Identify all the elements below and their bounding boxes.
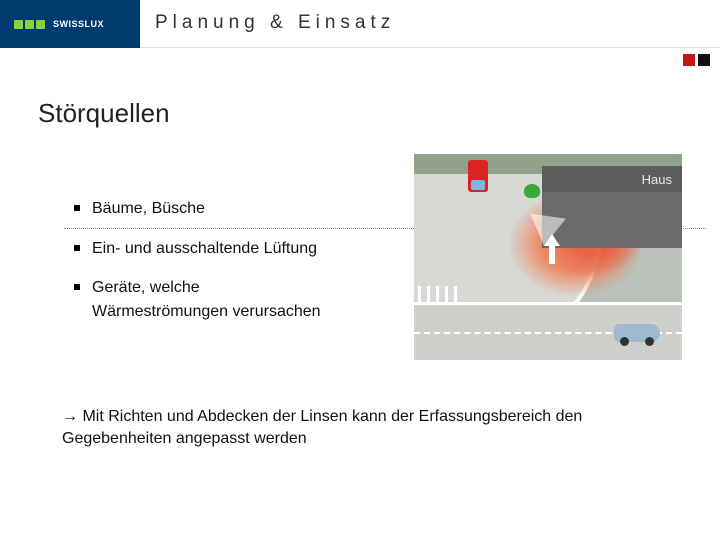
arrow-up-icon bbox=[544, 234, 560, 264]
bullet-item: Ein- und ausschaltende Lüftung bbox=[74, 238, 404, 260]
house-label-box: Haus bbox=[542, 166, 682, 192]
bullet-continuation: Wärmeströmungen verursachen bbox=[92, 301, 404, 323]
house-label: Haus bbox=[642, 172, 672, 187]
logo-dots-icon bbox=[14, 20, 45, 29]
page-title: Planung & Einsatz bbox=[155, 12, 395, 34]
bullet-item: Geräte, welche Wärmeströmungen verursach… bbox=[74, 277, 404, 322]
brand-name: SWISSLUX bbox=[53, 19, 104, 29]
accent-square-black bbox=[698, 54, 710, 66]
bullet-text: Bäume, Büsche bbox=[92, 200, 205, 217]
grey-car-icon bbox=[614, 324, 660, 342]
brand-accent-squares bbox=[683, 54, 710, 66]
illustration: Haus bbox=[414, 154, 682, 360]
footnote: → Mit Richten und Abdecken der Linsen ka… bbox=[62, 406, 680, 449]
section-heading: Störquellen bbox=[38, 98, 170, 129]
tree-icon bbox=[524, 184, 540, 198]
bullet-list: Bäume, Büsche Ein- und ausschaltende Lüf… bbox=[74, 198, 404, 340]
red-car-icon bbox=[468, 160, 488, 192]
footnote-text: Mit Richten und Abdecken der Linsen kann… bbox=[62, 408, 582, 447]
bullet-text: Ein- und ausschaltende Lüftung bbox=[92, 240, 317, 257]
parking-lines bbox=[418, 286, 468, 304]
bullet-text: Geräte, welche bbox=[92, 279, 200, 296]
arrow-icon: → bbox=[62, 408, 78, 425]
accent-square-red bbox=[683, 54, 695, 66]
brand-logo: SWISSLUX bbox=[0, 0, 140, 48]
top-bar: SWISSLUX Planung & Einsatz bbox=[0, 0, 720, 48]
bullet-item: Bäume, Büsche bbox=[74, 198, 404, 220]
